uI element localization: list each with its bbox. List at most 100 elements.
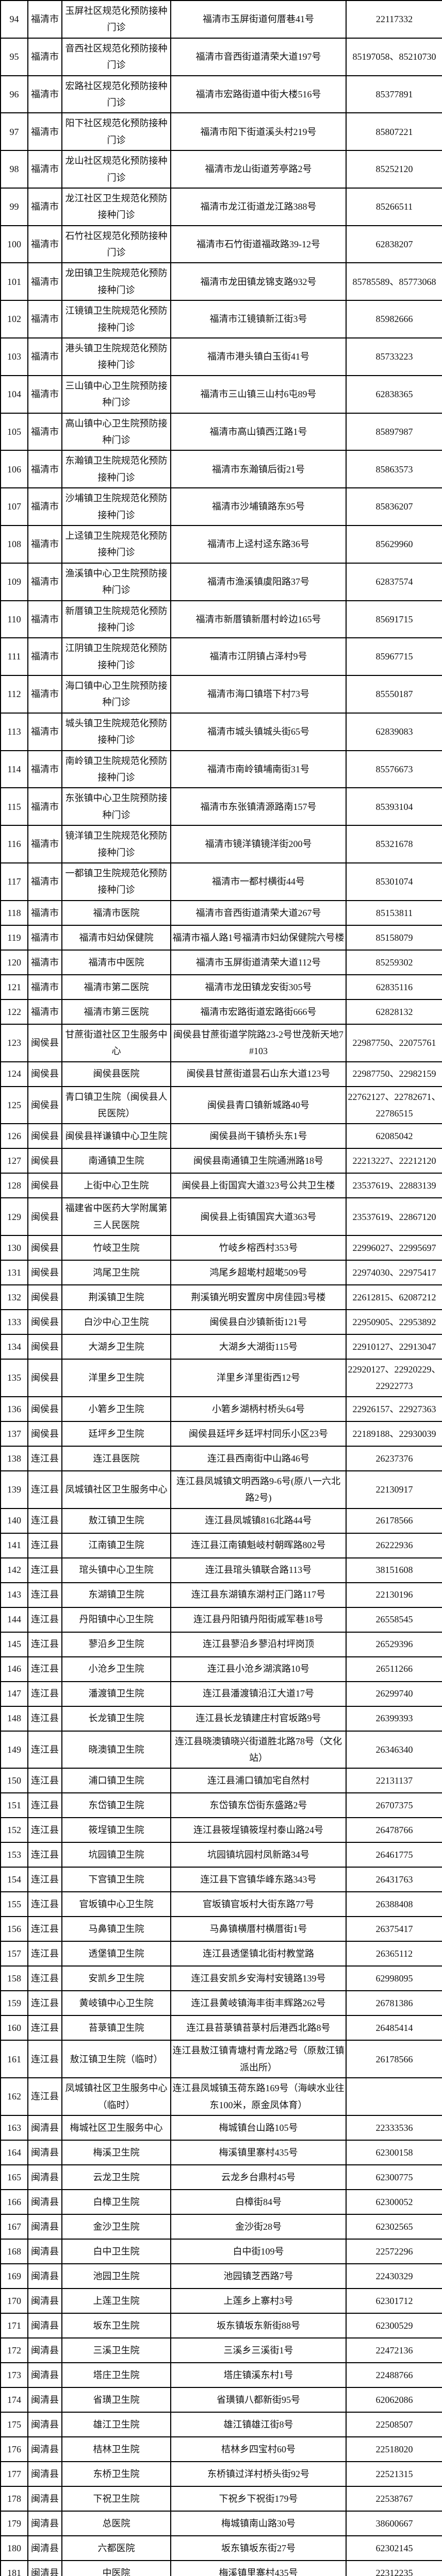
cell-phone: 85197058、85210730 xyxy=(346,37,442,76)
cell-address: 闽侯县廷坪乡廷坪村同乐小区23号 xyxy=(170,1420,347,1447)
cell-institution: 敖江镇卫生院（临时） xyxy=(61,2040,171,2079)
cell-district: 福清市 xyxy=(27,998,62,1025)
table-row: 154 连江县 下宫镇卫生院 连江县下宫镇华峰东路343号 26431763 xyxy=(0,1867,442,1893)
cell-no: 117 xyxy=(0,862,28,901)
cell-phone: 22518020 xyxy=(346,2436,442,2462)
cell-phone: 26529396 xyxy=(346,1631,442,1657)
cell-institution: 三溪卫生院 xyxy=(61,2337,171,2363)
table-row: 141 连江县 江南镇卫生院 连江县江南镇魁岐村朝晖路802号 26222936 xyxy=(0,1532,442,1558)
table-row: 175 闽清县 雄江卫生院 雄江镇雄江街8号 22508507 xyxy=(0,2412,442,2437)
cell-address: 福清市宏路街道中街大楼516号 xyxy=(170,75,347,114)
cell-district: 闽侯县 xyxy=(27,1235,62,1261)
cell-address: 连江县浦口镇加宅自然村 xyxy=(170,1768,347,1794)
cell-address: 福清市龙田镇龙锦支路932号 xyxy=(170,262,347,301)
cell-no: 163 xyxy=(0,2115,28,2141)
cell-no: 122 xyxy=(0,998,28,1025)
cell-no: 175 xyxy=(0,2412,28,2437)
cell-institution: 筱埕镇卫生院 xyxy=(61,1817,171,1843)
cell-no: 176 xyxy=(0,2436,28,2462)
cell-phone: 22430329 xyxy=(346,2263,442,2289)
cell-institution: 荆溪镇卫生院 xyxy=(61,1284,171,1311)
cell-address: 连江县凤城镇玉荷东路169号（海峡水业往东100米，原金凤体育） xyxy=(170,2077,347,2116)
table-row: 174 闽清县 省璜卫生院 省璜镇八都新街95号 62062086 xyxy=(0,2387,442,2413)
cell-district: 连江县 xyxy=(27,1507,62,1534)
cell-institution: 中医院 xyxy=(61,2560,171,2576)
cell-no: 153 xyxy=(0,1842,28,1868)
cell-district: 福清市 xyxy=(27,337,62,376)
cell-district: 连江县 xyxy=(27,1705,62,1732)
cell-address: 官坂镇官坂村大街东路77号 xyxy=(170,1891,347,1918)
cell-district: 连江县 xyxy=(27,2040,62,2079)
cell-no: 102 xyxy=(0,300,28,339)
cell-institution: 敖江镇卫生院 xyxy=(61,1507,171,1534)
cell-institution: 梅城社区卫生服务中心 xyxy=(61,2115,171,2141)
table-row: 137 闽侯县 廷坪乡卫生院 闽侯县廷坪乡廷坪村同乐小区23号 22189188、229… xyxy=(0,1420,442,1447)
cell-phone: 85252120 xyxy=(346,150,442,189)
cell-phone: 22987750、22075761 xyxy=(346,1023,442,1062)
cell-institution: 福清市中医院 xyxy=(61,949,171,975)
cell-address: 福清市江阴镇占泽村9号 xyxy=(170,637,347,676)
cell-institution: 玉屏社区规范化预防接种门诊 xyxy=(61,0,171,39)
cell-district: 连江县 xyxy=(27,1792,62,1819)
cell-district: 闽清县 xyxy=(27,2115,62,2141)
cell-institution: 洋里乡卫生院 xyxy=(61,1359,171,1397)
cell-institution: 阳下社区规范化预防接种门诊 xyxy=(61,112,171,151)
table-row: 116 福清市 镜洋镇卫生院规范化预防接种门诊 福清市镜洋镇镜洋街200号 853216… xyxy=(0,825,442,863)
cell-district: 福清市 xyxy=(27,675,62,714)
cell-address: 福清市江镜镇新江街3号 xyxy=(170,300,347,339)
cell-district: 福清市 xyxy=(27,262,62,301)
cell-institution: 新厝镇卫生院规范化预防接种门诊 xyxy=(61,600,171,639)
cell-district: 福清市 xyxy=(27,412,62,451)
cell-phone: 38151608 xyxy=(346,1557,442,1583)
cell-institution: 黄岐镇中心卫生院 xyxy=(61,1990,171,2016)
cell-address: 闽侯县南通镇卫生院通洲路18号 xyxy=(170,1148,347,1174)
cell-district: 福清市 xyxy=(27,787,62,826)
table-row: 170 闽清县 上莲卫生院 上莲乡上寨村3号 62301712 xyxy=(0,2288,442,2314)
cell-phone: 22974030、22975417 xyxy=(346,1260,442,1286)
cell-no: 156 xyxy=(0,1916,28,1942)
cell-no: 105 xyxy=(0,412,28,451)
table-row: 96 福清市 宏路社区规范化预防接种门诊 福清市宏路街道中街大楼516号 8537789… xyxy=(0,75,442,114)
table-row: 126 闽侯县 闽侯县祥谦镇中心卫生院 闽侯县尚干镇桥头东1号 62085042 xyxy=(0,1123,442,1149)
cell-no: 123 xyxy=(0,1023,28,1062)
cell-no: 101 xyxy=(0,262,28,301)
cell-institution: 上莲卫生院 xyxy=(61,2288,171,2314)
cell-phone: 22508507 xyxy=(346,2412,442,2437)
cell-institution: 东张镇中心卫生院预防接种门诊 xyxy=(61,787,171,826)
cell-institution: 大湖乡卫生院 xyxy=(61,1334,171,1360)
cell-no: 138 xyxy=(0,1445,28,1471)
cell-address: 福清市福人路1号福清市妇幼保健院六号楼 xyxy=(170,924,347,951)
cell-address: 福清市新厝镇新厝村岭边165号 xyxy=(170,600,347,639)
cell-no: 129 xyxy=(0,1197,28,1236)
cell-district: 福清市 xyxy=(27,562,62,601)
cell-district: 连江县 xyxy=(27,2077,62,2116)
cell-district: 连江县 xyxy=(27,1768,62,1794)
table-row: 173 闽清县 塔庄卫生院 塔庄镇溪东村1号 22488766 xyxy=(0,2362,442,2388)
cell-institution: 福清市第三医院 xyxy=(61,998,171,1025)
cell-district: 福清市 xyxy=(27,450,62,489)
cell-phone: 62302145 xyxy=(346,2535,442,2561)
cell-phone: 85897987 xyxy=(346,412,442,451)
cell-institution: 晓澳镇卫生院 xyxy=(61,1730,171,1769)
cell-address: 梅城镇南山路30号 xyxy=(170,2511,347,2536)
cell-no: 146 xyxy=(0,1656,28,1682)
cell-phone: 22926157、22927363 xyxy=(346,1396,442,1422)
cell-district: 福清市 xyxy=(27,487,62,526)
cell-institution: 龙山社区规范化预防接种门诊 xyxy=(61,150,171,189)
cell-district: 闽清县 xyxy=(27,2189,62,2215)
cell-institution: 浦口镇卫生院 xyxy=(61,1768,171,1794)
cell-phone: 62062086 xyxy=(346,2387,442,2413)
table-row: 111 福清市 江阴镇卫生院规范化预防接种门诊 福清市江阴镇占泽村9号 85967715 xyxy=(0,637,442,676)
cell-institution: 六都医院 xyxy=(61,2535,171,2561)
cell-district: 福清市 xyxy=(27,375,62,414)
cell-address: 连江县凤城镇816北路44号 xyxy=(170,1507,347,1534)
cell-address: 连江县敖江镇青塘村青龙路2号（原敖江镇派出所） xyxy=(170,2040,347,2079)
cell-phone: 62839083 xyxy=(346,712,442,751)
cell-institution: 白沙中心卫生院 xyxy=(61,1309,171,1335)
cell-institution: 福清市医院 xyxy=(61,900,171,926)
cell-district: 闽侯县 xyxy=(27,1061,62,1087)
cell-institution: 官坂镇中心卫生院 xyxy=(61,1891,171,1918)
table-row: 115 福清市 东张镇中心卫生院预防接种门诊 福清市东张镇清源路南157号 853931… xyxy=(0,787,442,826)
table-row: 150 连江县 浦口镇卫生院 连江县浦口镇加宅自然村 22131137 xyxy=(0,1768,442,1794)
